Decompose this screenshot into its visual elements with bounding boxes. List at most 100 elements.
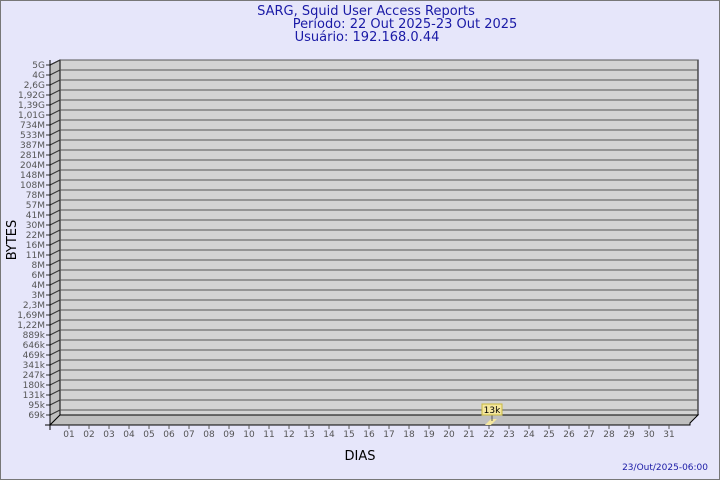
grid-line-side <box>49 179 61 186</box>
grid-line-side <box>49 169 61 176</box>
chart-title: SARG, Squid User Access Reports <box>257 4 475 19</box>
y-tick-label: 180k <box>23 381 46 391</box>
x-tick-label: 10 <box>243 430 255 440</box>
x-tick-label: 15 <box>343 430 354 440</box>
x-tick-label: 29 <box>623 430 635 440</box>
grid-line-side <box>49 199 61 206</box>
y-tick-label: 1,01G <box>18 111 45 121</box>
y-tick-label: 11M <box>26 251 45 261</box>
chart-period: Período: 22 Out 2025-23 Out 2025 <box>293 17 518 32</box>
x-tick-label: 28 <box>603 430 615 440</box>
y-tick-label: 78M <box>26 191 45 201</box>
grid-line-side <box>49 99 61 106</box>
y-tick-label: 4M <box>32 281 46 291</box>
grid-line-side <box>49 369 61 376</box>
grid-line-side <box>49 389 61 396</box>
y-tick-label: 281M <box>20 151 45 161</box>
y-tick-label: 148M <box>20 171 45 181</box>
x-tick-label: 20 <box>443 430 455 440</box>
x-tick-label: 04 <box>123 430 135 440</box>
y-tick-label: 5G <box>32 61 45 71</box>
x-tick-label: 08 <box>203 430 215 440</box>
x-tick-label: 27 <box>583 430 594 440</box>
x-tick-label: 02 <box>83 430 94 440</box>
bar-value-label: 13k <box>484 406 501 416</box>
grid-line-side <box>49 359 61 366</box>
y-tick-label: 108M <box>20 181 45 191</box>
grid-line-side <box>49 259 61 266</box>
x-tick-label: 21 <box>463 430 474 440</box>
grid-line-side <box>49 249 61 256</box>
x-tick-label: 17 <box>383 430 394 440</box>
bar-label-box <box>481 403 503 416</box>
grid-line-side <box>49 279 61 286</box>
x-tick-label: 05 <box>143 430 154 440</box>
grid-line-side <box>49 229 61 236</box>
y-tick-label: 341k <box>23 361 46 371</box>
bar-day-22 <box>485 419 497 425</box>
x-tick-label: 01 <box>63 430 74 440</box>
y-tick-label: 2,6G <box>24 81 45 91</box>
grid-line-side <box>49 339 61 346</box>
x-tick-label: 11 <box>263 430 274 440</box>
y-tick-label: 469k <box>23 351 46 361</box>
x-tick-label: 07 <box>183 430 194 440</box>
y-tick-label: 889k <box>23 331 46 341</box>
grid-line-side <box>49 109 61 116</box>
grid-line-side <box>49 309 61 316</box>
y-axis-label: BYTES <box>5 220 20 261</box>
x-tick-label: 19 <box>423 430 435 440</box>
plot-back-wall <box>59 59 699 416</box>
x-tick-label: 26 <box>563 430 575 440</box>
x-tick-label: 18 <box>403 430 415 440</box>
grid-line-side <box>49 349 61 356</box>
y-tick-label: 387M <box>20 141 45 151</box>
x-tick-label: 09 <box>223 430 235 440</box>
y-tick-label: 734M <box>20 121 45 131</box>
grid-line-side <box>49 129 61 136</box>
y-tick-label: 247k <box>23 371 46 381</box>
y-tick-label: 533M <box>20 131 45 141</box>
x-tick-label: 31 <box>663 430 674 440</box>
grid-line-side <box>49 139 61 146</box>
footer-date: 23/Out/2025-06:00 <box>622 463 708 473</box>
x-tick-label: 14 <box>323 430 335 440</box>
grid-line-side <box>49 119 61 126</box>
x-tick-label: 30 <box>643 430 655 440</box>
grid-line-side <box>49 399 61 406</box>
x-tick-label: 25 <box>543 430 554 440</box>
x-tick-label: 24 <box>523 430 535 440</box>
x-tick-label: 03 <box>103 430 114 440</box>
y-tick-label: 8M <box>32 261 46 271</box>
x-tick-label: 22 <box>483 430 494 440</box>
grid-line-side <box>49 329 61 336</box>
y-tick-label: 1,69M <box>17 311 45 321</box>
x-axis-label: DIAS <box>345 449 376 464</box>
grid-line-side <box>49 319 61 326</box>
x-tick-label: 13 <box>303 430 314 440</box>
y-tick-label: 646k <box>23 341 46 351</box>
grid-line-side <box>49 299 61 306</box>
y-tick-label: 204M <box>20 161 45 171</box>
grid-line-side <box>49 289 61 296</box>
y-tick-label: 16M <box>26 241 45 251</box>
grid-line-side <box>49 79 61 86</box>
x-tick-label: 06 <box>163 430 175 440</box>
grid-line-side <box>49 189 61 196</box>
y-tick-label: 95k <box>28 401 45 411</box>
plot-floor <box>48 414 700 426</box>
y-tick-label: 22M <box>26 231 45 241</box>
grid-line-side <box>49 239 61 246</box>
grid-line-side <box>49 59 61 66</box>
y-tick-label: 30M <box>26 221 45 231</box>
y-tick-label: 57M <box>26 201 45 211</box>
y-tick-label: 1,22M <box>17 321 45 331</box>
x-tick-label: 12 <box>283 430 294 440</box>
y-tick-label: 41M <box>26 211 45 221</box>
grid-line-side <box>49 269 61 276</box>
y-tick-label: 131k <box>23 391 46 401</box>
chart-user: Usuário: 192.168.0.44 <box>295 30 440 45</box>
grid-line-side <box>49 409 61 416</box>
y-tick-label: 1,92G <box>18 91 45 101</box>
grid-line-side <box>49 89 61 96</box>
